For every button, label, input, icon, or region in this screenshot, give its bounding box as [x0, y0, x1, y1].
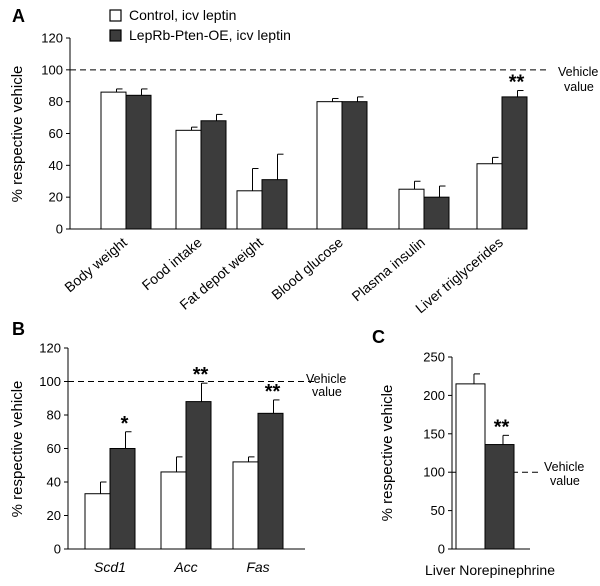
category-label: Acc: [173, 559, 197, 575]
y-tick-label: 0: [54, 542, 61, 557]
y-tick-label: 200: [423, 388, 445, 403]
y-tick-label: 250: [423, 350, 445, 365]
panel-letter: C: [372, 327, 385, 347]
bar-control: [175, 129, 202, 230]
reference-label: Vehicle: [544, 460, 584, 474]
bar-treated: [501, 96, 528, 230]
y-tick-label: 60: [47, 441, 61, 456]
category-label: Blood glucose: [268, 234, 346, 303]
reference-label: value: [550, 474, 580, 488]
y-axis-label: % respective vehicle: [9, 381, 26, 518]
bar-control: [455, 383, 486, 550]
y-tick-label: 0: [438, 542, 445, 557]
y-tick-label: 20: [47, 508, 61, 523]
significance-marker: **: [509, 72, 525, 94]
panel-c: C 0 50 100 150 200 250 % respective vehicle Vehi…: [372, 327, 584, 578]
bar-control: [236, 190, 263, 230]
legend-label-treated: LepRb-Pten-OE, icv leptin: [129, 27, 291, 43]
y-tick-label: 80: [49, 94, 63, 109]
category-label: Plasma insulin: [348, 234, 427, 304]
bar-treated: [185, 401, 212, 550]
bar-control: [316, 101, 343, 230]
y-tick-label: 120: [41, 31, 63, 46]
y-tick-label: 150: [423, 426, 445, 441]
bar-treated: [109, 448, 136, 550]
panel-b: B 0 20 40 60 80 100 120 % respective vehicle Vehi…: [9, 319, 346, 575]
panel-a: A 0 20 40 60 80 100 120 % respective vehicle Vehi…: [9, 6, 598, 316]
category-label: Scd1: [94, 559, 126, 575]
legend-swatch-control: [109, 9, 122, 22]
legend: Control, icv leptin LepRb-Pten-OE, icv le…: [109, 7, 291, 43]
y-axis-label: % respective vehicle: [9, 66, 26, 203]
x-axis-label: Liver Norepinephrine: [425, 562, 555, 578]
y-tick-label: 20: [49, 190, 63, 205]
reference-label: value: [564, 80, 594, 94]
y-tick-label: 120: [39, 341, 61, 356]
significance-marker: **: [193, 364, 209, 386]
y-tick-label: 100: [39, 374, 61, 389]
significance-marker: *: [121, 413, 129, 435]
y-tick-label: 40: [47, 475, 61, 490]
reference-label: value: [312, 385, 342, 399]
significance-marker: **: [494, 416, 510, 438]
bar-control: [160, 471, 187, 550]
significance-marker: **: [265, 381, 281, 403]
bar-control: [84, 493, 111, 550]
bar-treated: [200, 120, 227, 230]
y-tick-label: 100: [41, 62, 63, 77]
y-tick-label: 80: [47, 408, 61, 423]
bar-treated: [261, 179, 288, 230]
category-label: Fas: [246, 559, 269, 575]
bar-control: [476, 163, 503, 230]
y-axis-label: % respective vehicle: [379, 385, 396, 522]
y-tick-label: 40: [49, 158, 63, 173]
panel-letter: A: [12, 6, 25, 26]
bar-treated: [484, 444, 515, 550]
bar-control: [100, 91, 127, 230]
bar-control: [232, 461, 259, 550]
bar-treated: [125, 94, 152, 230]
y-tick-label: 50: [431, 503, 445, 518]
y-tick-label: 100: [423, 465, 445, 480]
reference-label: Vehicle: [306, 372, 346, 386]
reference-label: Vehicle: [558, 65, 598, 79]
category-label: Body weight: [61, 234, 130, 295]
y-tick-label: 60: [49, 126, 63, 141]
bar-control: [398, 188, 425, 230]
panel-letter: B: [12, 319, 25, 339]
bar-treated: [257, 412, 284, 550]
bar-treated: [341, 101, 368, 230]
y-tick-label: 0: [56, 222, 63, 237]
legend-swatch-treated: [109, 29, 122, 42]
legend-label-control: Control, icv leptin: [129, 7, 236, 23]
bar-treated: [423, 196, 450, 230]
